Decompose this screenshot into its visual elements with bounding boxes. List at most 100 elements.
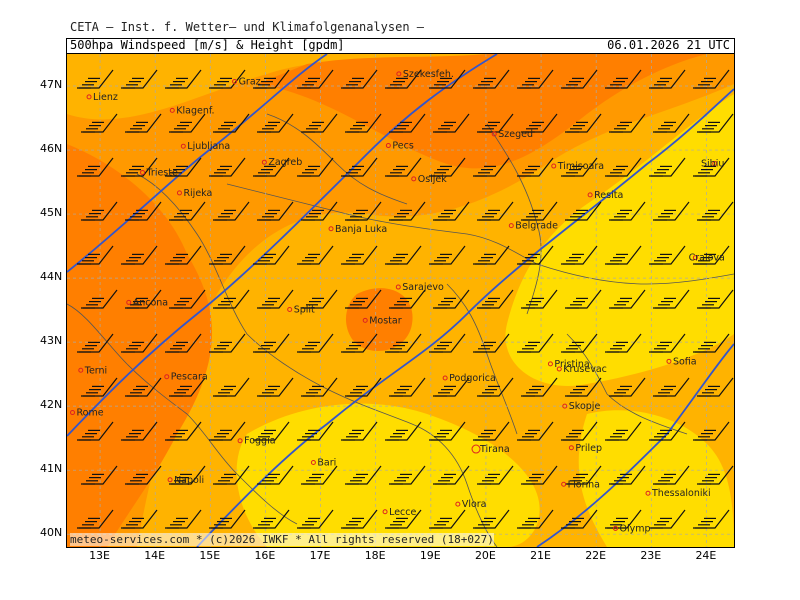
wind-barb [693, 157, 730, 177]
wind-barb [213, 289, 250, 309]
wind-barb [473, 157, 510, 177]
weather-map[interactable]: Lienz Graz Szekesfeh. Klagenf. Ljubljana Pecs… [67, 54, 734, 547]
wind-barb [341, 69, 378, 89]
city-label: Belgrade [515, 221, 558, 232]
city-marker [232, 79, 238, 85]
city-marker [78, 367, 84, 373]
wind-barb [121, 157, 158, 177]
wind-barb [297, 509, 334, 529]
wind-barb [125, 201, 162, 221]
wind-barb [649, 333, 686, 353]
wind-barb [473, 509, 510, 529]
wind-barb [649, 69, 686, 89]
wind-barb [257, 201, 294, 221]
city-label: Klagenf. [176, 105, 214, 116]
city-marker [471, 444, 481, 454]
wind-barb [653, 289, 690, 309]
wind-barb [165, 509, 202, 529]
wind-barb [433, 113, 470, 133]
city-marker [287, 306, 293, 312]
city-label: Trieste [146, 167, 178, 178]
wind-barb [517, 333, 554, 353]
wind-barb [121, 333, 158, 353]
wind-barb [429, 333, 466, 353]
wind-barb [341, 421, 378, 441]
wind-barb [253, 245, 290, 265]
wind-barb [605, 157, 642, 177]
windspeed-cell-mostar [345, 288, 413, 351]
wind-barb [125, 465, 162, 485]
wind-barb [521, 377, 558, 397]
city-label: Podgorica [449, 373, 496, 384]
city-marker [612, 525, 618, 531]
wind-barb [565, 465, 602, 485]
wind-barb [121, 69, 158, 89]
wind-barb [609, 113, 646, 133]
city-label: Osijek [418, 174, 448, 185]
wind-barb [697, 465, 734, 485]
wind-barb [473, 421, 510, 441]
city-label: Prilep [575, 443, 602, 454]
city-marker [310, 459, 316, 465]
city-label: Szeged [498, 129, 533, 140]
city-label: Rijeka [183, 188, 212, 199]
city-markers: Lienz Graz Szekesfeh. Klagenf. Ljubljana Pecs… [70, 69, 725, 534]
wind-barb [345, 113, 382, 133]
windspeed-calm-southeast [578, 410, 734, 547]
city-label: Zagreb [268, 157, 302, 168]
wind-barb [209, 69, 246, 89]
windspeed-band-mid [67, 54, 734, 547]
wind-barb [389, 201, 426, 221]
wind-barb [165, 245, 202, 265]
wind-barb [429, 157, 466, 177]
valid-time: 06.01.2026 21 UTC [607, 38, 730, 52]
wind-barb [297, 245, 334, 265]
wind-barb [165, 69, 202, 89]
windspeed-calm-east [505, 94, 734, 386]
city-marker [455, 501, 461, 507]
city-marker [164, 374, 170, 380]
wind-barb [473, 333, 510, 353]
lat-lon-grid [67, 54, 734, 547]
lon-label: 14E [144, 549, 166, 562]
wind-barb [477, 289, 514, 309]
wind-barb [653, 201, 690, 221]
lon-label: 24E [695, 549, 717, 562]
wind-barb [121, 509, 158, 529]
wind-barb [521, 465, 558, 485]
wind-barb [521, 201, 558, 221]
height-contour-1 [67, 54, 328, 273]
wind-barb [125, 113, 162, 133]
wind-barb [693, 245, 730, 265]
city-marker [70, 410, 76, 416]
city-marker [442, 375, 448, 381]
wind-barb [653, 113, 690, 133]
city-marker [556, 366, 562, 372]
wind-barb [517, 69, 554, 89]
wind-barb [301, 289, 338, 309]
city-marker [561, 481, 567, 487]
wind-barb [257, 465, 294, 485]
wind-barb [345, 289, 382, 309]
lon-label: 17E [309, 549, 331, 562]
map-panel[interactable]: Lienz Graz Szekesfeh. Klagenf. Ljubljana Pecs… [66, 53, 735, 548]
wind-barb [561, 333, 598, 353]
wind-barb [389, 113, 426, 133]
wind-barb [385, 333, 422, 353]
city-marker [180, 143, 186, 149]
city-label: Mostar [369, 315, 402, 326]
city-marker [395, 284, 401, 290]
wind-barb [297, 157, 334, 177]
city-label: Sofia [673, 356, 697, 367]
wind-barb [213, 201, 250, 221]
wind-barb [693, 509, 730, 529]
city-label: Napoli [174, 475, 204, 486]
wind-barb [609, 465, 646, 485]
lat-label: 47N [40, 78, 63, 91]
wind-barb [209, 421, 246, 441]
wind-barb [345, 465, 382, 485]
wind-barb [389, 289, 426, 309]
wind-barb [609, 377, 646, 397]
wind-barb [253, 421, 290, 441]
wind-barb [213, 465, 250, 485]
